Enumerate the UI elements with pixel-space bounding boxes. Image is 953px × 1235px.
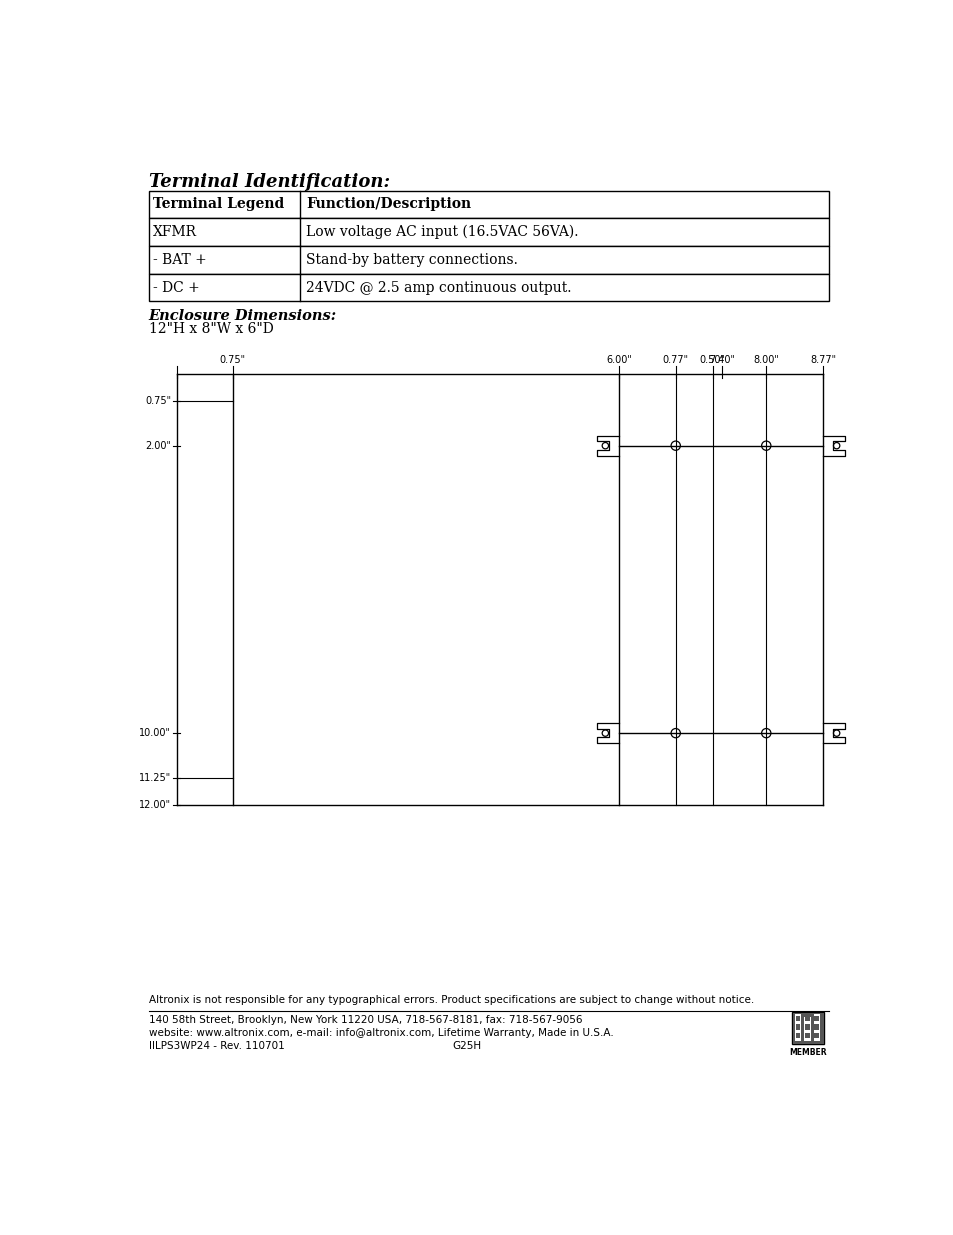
Text: - DC +: - DC + xyxy=(153,280,200,295)
Bar xyxy=(795,1016,800,1021)
Text: 2.00": 2.00" xyxy=(145,441,171,451)
Text: website: www.altronix.com, e-mail: info@altronix.com, Lifetime Warranty, Made in: website: www.altronix.com, e-mail: info@… xyxy=(149,1029,613,1039)
Bar xyxy=(813,1014,819,1041)
Text: 7.40": 7.40" xyxy=(708,354,735,364)
Text: Terminal Legend: Terminal Legend xyxy=(153,198,284,211)
Text: G25H: G25H xyxy=(452,1041,481,1051)
Text: MEMBER: MEMBER xyxy=(788,1049,826,1057)
Text: 10.00": 10.00" xyxy=(139,729,171,739)
Bar xyxy=(803,1014,810,1041)
Bar xyxy=(792,1013,822,1044)
Text: 0.75": 0.75" xyxy=(219,354,245,364)
Text: 8.77": 8.77" xyxy=(809,354,835,364)
Text: Function/Description: Function/Description xyxy=(306,198,471,211)
Bar xyxy=(791,1013,823,1045)
Text: Enclosure Dimensions:: Enclosure Dimensions: xyxy=(149,309,336,324)
Text: 6.00": 6.00" xyxy=(605,354,631,364)
Bar xyxy=(149,219,828,246)
Text: Altronix is not responsible for any typographical errors. Product specifications: Altronix is not responsible for any typo… xyxy=(149,995,753,1005)
Text: Stand-by battery connections.: Stand-by battery connections. xyxy=(306,253,517,267)
Text: 8.00": 8.00" xyxy=(753,354,779,364)
Text: 12"H x 8"W x 6"D: 12"H x 8"W x 6"D xyxy=(149,322,274,336)
Bar xyxy=(814,1025,819,1030)
Text: 0.77": 0.77" xyxy=(662,354,688,364)
Bar xyxy=(149,246,828,274)
Text: 24VDC @ 2.5 amp continuous output.: 24VDC @ 2.5 amp continuous output. xyxy=(306,280,571,295)
Text: - BAT +: - BAT + xyxy=(153,253,207,267)
Text: 12.00": 12.00" xyxy=(139,800,171,810)
Text: 11.25": 11.25" xyxy=(139,773,171,783)
Text: Low voltage AC input (16.5VAC 56VA).: Low voltage AC input (16.5VAC 56VA). xyxy=(306,225,578,240)
Text: 0.50": 0.50" xyxy=(699,354,725,364)
Text: 0.75": 0.75" xyxy=(145,395,171,406)
Bar xyxy=(814,1016,819,1021)
Bar xyxy=(802,1013,813,1016)
Text: IILPS3WP24 - Rev. 110701: IILPS3WP24 - Rev. 110701 xyxy=(149,1041,284,1051)
Bar xyxy=(804,1025,809,1030)
Bar xyxy=(804,1032,809,1039)
Bar xyxy=(814,1032,819,1039)
Bar xyxy=(794,1014,801,1041)
Bar xyxy=(804,1016,809,1021)
Bar xyxy=(149,190,828,219)
Bar xyxy=(795,1025,800,1030)
Text: 140 58th Street, Brooklyn, New York 11220 USA, 718-567-8181, fax: 718-567-9056: 140 58th Street, Brooklyn, New York 1122… xyxy=(149,1015,581,1025)
Bar xyxy=(149,274,828,301)
Text: Terminal Identification:: Terminal Identification: xyxy=(149,173,390,191)
Bar xyxy=(795,1032,800,1039)
Text: XFMR: XFMR xyxy=(153,225,197,240)
